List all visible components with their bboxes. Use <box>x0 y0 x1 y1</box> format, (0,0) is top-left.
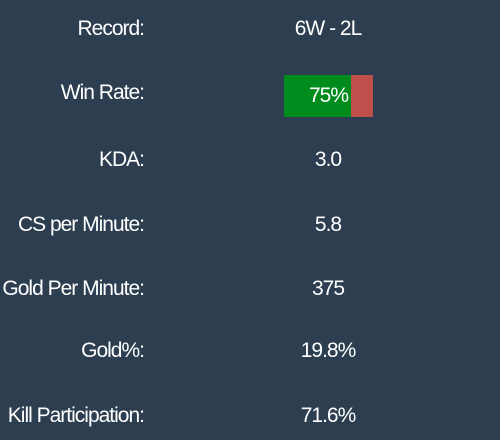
gold-per-minute-value: 375 <box>311 277 345 300</box>
win-rate-label: Win Rate: <box>60 81 145 104</box>
cs-per-minute-label: CS per Minute: <box>17 213 145 236</box>
record-value: 6W - 2L <box>294 17 363 40</box>
stat-row-cs-per-minute: CS per Minute: 5.8 <box>0 205 500 245</box>
stat-row-gold-per-minute: Gold Per Minute: 375 <box>0 269 500 309</box>
stat-row-record: Record: 6W - 2L <box>0 9 500 49</box>
kda-label: KDA: <box>98 148 145 171</box>
win-rate-fill <box>284 75 351 117</box>
stat-row-win-rate: Win Rate: 75% <box>0 73 500 117</box>
gold-percent-value: 19.8% <box>300 339 357 362</box>
stat-row-gold-percent: Gold%: 19.8% <box>0 331 500 371</box>
kda-value: 3.0 <box>314 148 342 171</box>
record-label: Record: <box>77 17 145 40</box>
stat-row-kill-participation: Kill Participation: 71.6% <box>0 396 500 436</box>
kill-participation-value: 71.6% <box>300 404 357 427</box>
gold-percent-label: Gold%: <box>81 339 145 362</box>
kill-participation-label: Kill Participation: <box>7 404 145 427</box>
gold-per-minute-label: Gold Per Minute: <box>2 277 145 300</box>
win-rate-value: 75% <box>308 84 349 107</box>
stat-row-kda: KDA: 3.0 <box>0 140 500 180</box>
win-rate-bar: 75% <box>284 75 373 117</box>
cs-per-minute-value: 5.8 <box>314 213 342 236</box>
